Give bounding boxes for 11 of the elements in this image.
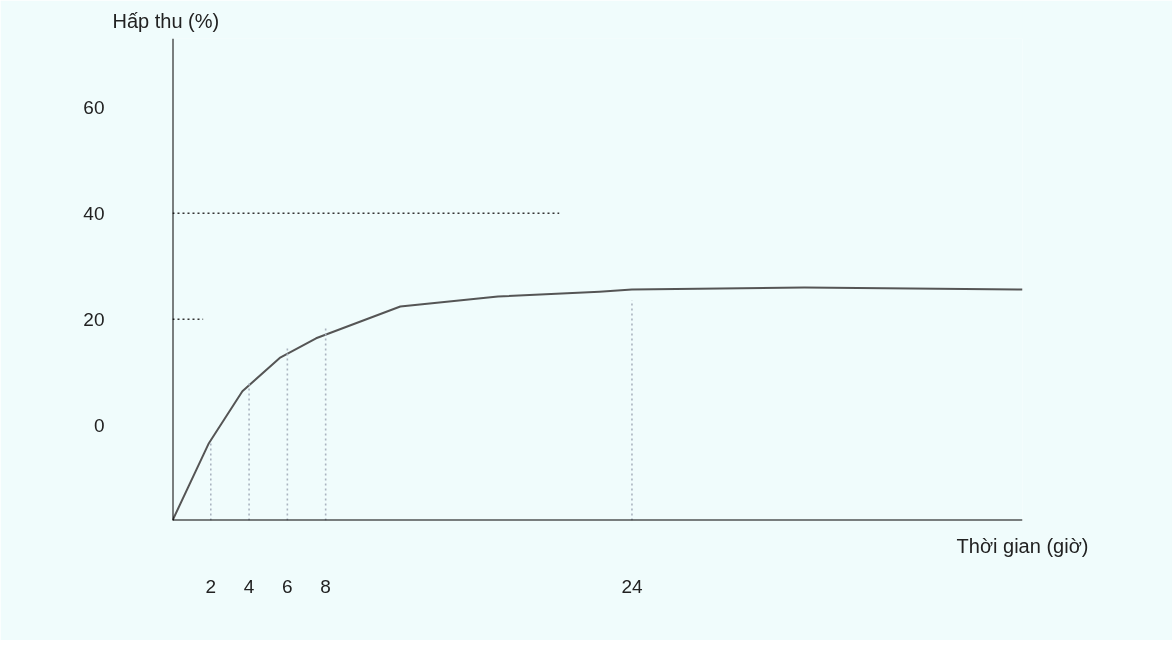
y-tick-label: 60 <box>83 96 105 118</box>
x-tick-label: 8 <box>320 575 331 597</box>
x-tick-label: 4 <box>243 575 255 597</box>
y-tick-label: 20 <box>83 308 105 330</box>
y-tick-label: 40 <box>83 202 105 224</box>
x-tick-label: 2 <box>205 575 217 597</box>
y-axis-title: Hấp thu (%) <box>112 9 220 32</box>
x-axis-title: Thời gian (giờ) <box>956 534 1089 557</box>
x-tick-label: 6 <box>282 575 293 597</box>
y-tick-label: 0 <box>93 414 105 436</box>
x-tick-label: 24 <box>621 575 643 597</box>
